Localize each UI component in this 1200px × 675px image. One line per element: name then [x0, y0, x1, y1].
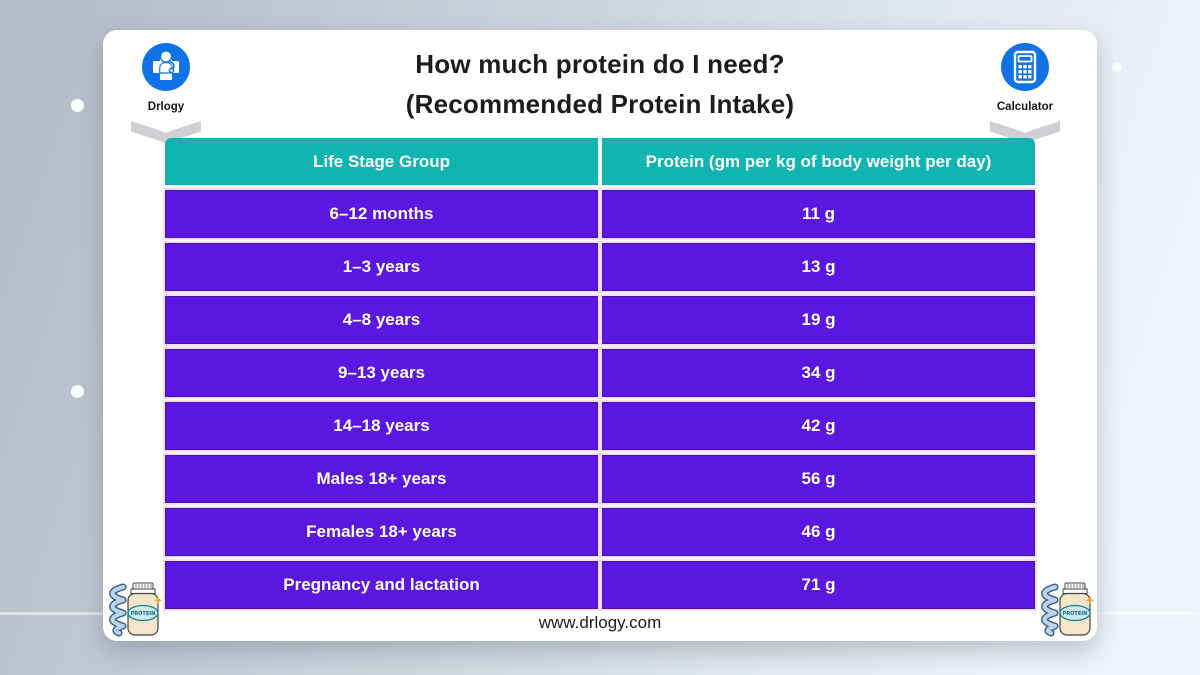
drlogy-logo-icon: [140, 43, 192, 97]
svg-text:PROTEIN: PROTEIN: [131, 611, 156, 617]
table-body: 6–12 months 11 g 1–3 years 13 g 4–8 years 19 …: [163, 188, 1037, 611]
table-header-row: Life Stage Group Protein (gm per kg of b…: [165, 138, 1035, 185]
table-cell: 4–8 years: [163, 294, 600, 346]
table-cell: 56 g: [600, 453, 1037, 505]
protein-jar-dna-icon: PROTEIN: [103, 579, 163, 639]
table-row: Females 18+ years 46 g: [163, 506, 1037, 558]
table-row: Pregnancy and lactation 71 g: [163, 559, 1037, 611]
table-cell: 71 g: [600, 559, 1037, 611]
decor-dot: [71, 99, 84, 112]
protein-table: Life Stage Group Protein (gm per kg of b…: [163, 138, 1037, 611]
table-row: 1–3 years 13 g: [163, 241, 1037, 293]
table-cell: Pregnancy and lactation: [163, 559, 600, 611]
table-cell: Males 18+ years: [163, 453, 600, 505]
table-cell: Females 18+ years: [163, 506, 600, 558]
table-row: 14–18 years 42 g: [163, 400, 1037, 452]
table-row: 6–12 months 11 g: [163, 188, 1037, 240]
page-title: How much protein do I need? (Recommended…: [103, 44, 1097, 124]
column-header-protein: Protein (gm per kg of body weight per da…: [602, 138, 1035, 185]
table-cell: 14–18 years: [163, 400, 600, 452]
calculator-badge: Calculator: [986, 33, 1064, 143]
title-line-2: (Recommended Protein Intake): [405, 89, 795, 119]
table-cell: 6–12 months: [163, 188, 600, 240]
decor-dot: [71, 385, 84, 398]
calculator-badge-label: Calculator: [996, 101, 1054, 113]
table-row: Males 18+ years 56 g: [163, 453, 1037, 505]
drlogy-badge-label: Drlogy: [147, 101, 185, 113]
table-cell: 9–13 years: [163, 347, 600, 399]
column-header-life-stage: Life Stage Group: [165, 138, 598, 185]
title-line-1: How much protein do I need?: [415, 49, 785, 79]
table-cell: 19 g: [600, 294, 1037, 346]
table-cell: 42 g: [600, 400, 1037, 452]
table-cell: 1–3 years: [163, 241, 600, 293]
protein-jar-dna-icon: PROTEIN: [1035, 579, 1095, 639]
website-url: www.drlogy.com: [538, 613, 662, 632]
table-cell: 46 g: [600, 506, 1037, 558]
decor-dot: [1112, 62, 1122, 72]
table-cell: 34 g: [600, 347, 1037, 399]
table-cell: 11 g: [600, 188, 1037, 240]
infographic-card: Drlogy How much protein do I need? (Reco…: [103, 30, 1097, 641]
svg-text:PROTEIN: PROTEIN: [1063, 611, 1088, 617]
calculator-icon: [999, 43, 1051, 97]
table-row: 4–8 years 19 g: [163, 294, 1037, 346]
table-row: 9–13 years 34 g: [163, 347, 1037, 399]
table-cell: 13 g: [600, 241, 1037, 293]
drlogy-badge: Drlogy: [127, 33, 205, 143]
